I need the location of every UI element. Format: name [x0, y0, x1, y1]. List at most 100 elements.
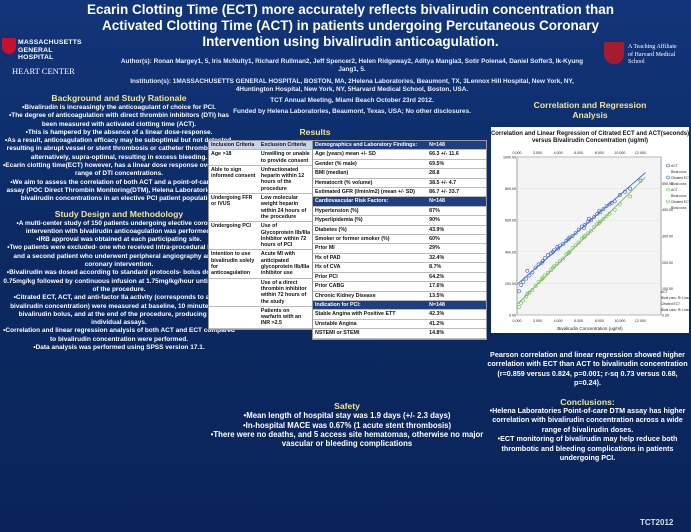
table-cell: [209, 279, 259, 306]
safety-item: •Mean length of hospital stay was 1.9 da…: [243, 411, 451, 421]
design-item: •Bivalirudin was dosed according to stan…: [3, 269, 235, 293]
header-cell: Demographics and Laboratory Findings:: [315, 142, 418, 148]
y-tick-label-left: 800.00: [505, 187, 516, 191]
table-row: Prior MI 29%: [313, 244, 486, 254]
safety-item: •There were no deaths, and 5 access site…: [210, 429, 484, 449]
table-cell: 32.4%: [429, 254, 445, 261]
harvard-line2: of Harvard Medical School: [628, 51, 676, 66]
y-tick-label-right: 500.00: [662, 182, 673, 186]
harvard-seal-icon: [604, 42, 624, 64]
fit-note: Bival conc: R² Linear = 0.6: [661, 296, 689, 300]
harvard-line1: A Teaching Affiliate: [628, 44, 677, 50]
y-tick-label-left: 600.00: [505, 219, 516, 223]
table-cell: 86.7 +/- 33.7: [429, 189, 460, 196]
section-header-row: Cardiovascular Risk Factors: N=148: [313, 197, 486, 207]
table-cell: Prior PCI: [315, 273, 338, 280]
data-point: [525, 268, 530, 273]
table-cell: Unstable Angina: [315, 320, 357, 327]
legend-marker: [666, 187, 670, 192]
table-cell: Undergoing PCI: [211, 223, 252, 230]
background-item: •Bivalirudin is increasingly the anticoa…: [22, 104, 216, 111]
table-cell: 69.5%: [429, 160, 445, 167]
data-point: [561, 256, 566, 261]
legend-label: Citrated ECT: [671, 176, 689, 180]
table-row: NSTEMI or STEMI 14.8%: [313, 329, 486, 339]
table-row: BMI (median) 28.8: [313, 169, 486, 179]
legend-marker: [666, 199, 670, 204]
data-point: [604, 204, 609, 208]
legend-marker: [666, 175, 670, 180]
x-tick-label: 2.000: [533, 319, 542, 323]
mgh-line2: GENERAL HOSPITAL: [18, 46, 54, 62]
y-tick-label-left: 0.00: [509, 314, 516, 318]
data-point: [609, 200, 614, 205]
x-tick-label: 0.000: [513, 319, 522, 323]
criteria-table: Inclusion Criteria Exclusion Criteria Ag…: [208, 140, 314, 330]
table-row: Stable Angina with Positive ETT 42.3%: [313, 310, 486, 320]
y-tick-label-right: 100.00: [662, 287, 673, 291]
header-cell: N=148: [429, 301, 445, 308]
conclusion-item: •Helena Laboratories Point-of-care DTM a…: [489, 405, 686, 434]
table-cell: Hx of CVA: [315, 264, 341, 271]
table-cell: Able to sign informed consent: [211, 166, 256, 180]
header-cell: N=148: [429, 142, 445, 148]
section-header-row: Demographics and Laboratory Findings: N=1…: [313, 141, 486, 151]
x-tick-label-top: 4.000: [554, 151, 563, 155]
table-row: Undergoing FFR or IVUS Low molecular weig…: [209, 194, 313, 223]
table-cell: 17.6%: [429, 283, 445, 290]
x-tick-label: 4.000: [554, 319, 563, 323]
conclusions-heading: Conclusions:: [560, 396, 615, 407]
table-row: Use of a direct thrombin inhibitor withi…: [209, 279, 313, 307]
authors: Author(s): Ronan Margey1, 5, Iris McNult…: [120, 58, 584, 74]
mgh-name: MASSACHUSETTS GENERAL HOSPITAL: [18, 39, 88, 62]
table-cell: 41.2%: [429, 320, 445, 327]
x-tick-label: 8.000: [595, 319, 604, 323]
data-point: [601, 207, 606, 212]
table-cell: Prior CABG: [315, 283, 345, 290]
background-item: •As a result, anticoagulation efficacy m…: [4, 137, 233, 161]
background-heading: Background and Study Rationale: [51, 93, 187, 103]
table-cell: Intention to use bivalirudin solely for …: [211, 251, 255, 277]
data-point: [566, 251, 571, 256]
x-tick-label-top: 12.000: [635, 151, 646, 155]
data-point: [566, 237, 571, 242]
table-cell: Gender (% male): [315, 160, 357, 167]
table-cell: Stable Angina with Positive ETT: [315, 311, 396, 318]
fit-note: Bival conc: R² Linear = 0.7: [661, 308, 689, 312]
table-cell: Undergoing FFR or IVUS: [211, 195, 253, 208]
safety-heading: Safety: [334, 401, 360, 411]
meeting: TCT Annual Meeting, Miami Beach October …: [270, 97, 434, 105]
fit-note: Citrated ECT: [661, 302, 680, 306]
data-point: [558, 259, 563, 263]
design-item: •IRB approval was obtained at each parti…: [36, 236, 202, 244]
table-cell: Use of Glycoprotein IIb/IIIa Inhibitor w…: [260, 223, 311, 249]
table-cell: 64.2%: [429, 273, 445, 280]
table-header-row: Inclusion Criteria Exclusion Criteria: [209, 141, 313, 151]
y-tick-label-right: 0.00: [662, 314, 669, 318]
legend-label: Bival conc: [671, 182, 687, 186]
table-cell: 90%: [429, 217, 440, 224]
table-row: Hyperlipidemia (%) 90%: [313, 216, 486, 226]
header-cell: Exclusion Criteria: [260, 142, 306, 148]
data-point: [540, 276, 545, 281]
table-cell: [209, 307, 259, 328]
right-column: Pearson correlation and linear regressio…: [486, 350, 689, 462]
scatter-chart: Correlation and Linear Regression of Cit…: [491, 127, 691, 333]
design-item: •Two patients were excluded- one who rec…: [7, 244, 231, 269]
mgh-line1: MASSACHUSETTS: [18, 39, 82, 46]
table-row: Intention to use bivalirudin solely for …: [209, 250, 313, 279]
design-item: •Data analysis was performed using SPSS …: [33, 344, 205, 352]
data-point: [587, 216, 591, 221]
correlation-summary: Pearson correlation and linear regressio…: [487, 350, 688, 388]
table-row: Age (years) mean +/- SD 66.3 +/- 11.6: [313, 150, 486, 160]
table-cell: 14.8%: [429, 330, 445, 337]
table-cell: Hematocrit (% volume): [315, 179, 373, 186]
table-cell: Low molecular weight heparin within 24 h…: [260, 195, 307, 220]
data-point: [570, 234, 575, 238]
background-item: •This is hampered by the absence of a li…: [25, 128, 213, 136]
table-cell: Diabetes (%): [315, 226, 347, 233]
data-point: [517, 289, 521, 294]
table-cell: 38.5 +/- 4.7: [429, 179, 457, 186]
table-row: Hematocrit (% volume) 38.5 +/- 4.7: [313, 179, 486, 189]
